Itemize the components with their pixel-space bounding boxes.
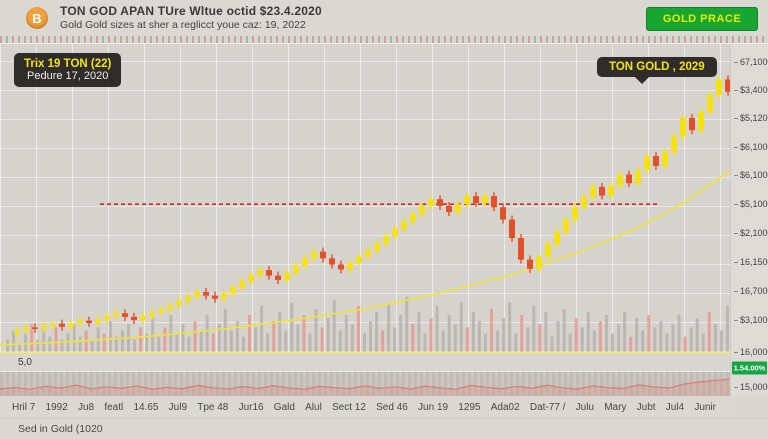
y-tick-label: 15,0000 bbox=[734, 382, 768, 392]
price-chart-area[interactable]: 5,0 Trix 19 TON (22) Pedure 17, 2020 TON… bbox=[0, 44, 730, 396]
x-tick-label: Jul4 bbox=[665, 401, 685, 413]
y-tick-label: $3,4000 bbox=[734, 85, 768, 95]
y-tick-label: $6,1000 bbox=[734, 170, 768, 180]
y-tick-label: 16,0000 bbox=[734, 347, 768, 357]
y-axis: 67,1000 $3,4000 $5,1200 $6,1000 $6,1000 $5,10… bbox=[730, 44, 768, 396]
plot-grid bbox=[0, 44, 730, 352]
header: B TON GOD APAN TUre Wltue octid $23.4.20… bbox=[0, 0, 768, 36]
top-tick-strip bbox=[0, 36, 768, 44]
cursor-tooltip: TON GOLD , 2029 bbox=[597, 57, 717, 84]
x-tick-label: Tpe 48 bbox=[197, 401, 229, 413]
info-box-title: Trix 19 TON (22) bbox=[24, 58, 112, 70]
x-tick-label: Jur16 bbox=[238, 401, 264, 413]
y-tick-label: $5,1000 bbox=[734, 199, 768, 209]
y-tick-label: $5,1200 bbox=[734, 113, 768, 123]
x-axis: Hril 7 1992 Ju8 featl 14.65 Jul9 Tpe 48 Jur16 Ga… bbox=[0, 396, 730, 418]
x-tick-label: Ada02 bbox=[490, 401, 520, 413]
x-tick-label: Jubt bbox=[636, 401, 656, 413]
y-tick-label: 67,1000 bbox=[734, 57, 768, 67]
x-tick-label: Sed 46 bbox=[376, 401, 408, 413]
x-tick-label: Alul bbox=[305, 401, 322, 413]
scale-strip: 5,0 bbox=[0, 354, 730, 372]
x-tick-label: Junir bbox=[694, 401, 716, 413]
x-tick-label: 14.65 bbox=[133, 401, 159, 413]
x-tick-label: Mary bbox=[604, 401, 627, 413]
x-tick-label: Gald bbox=[273, 401, 295, 413]
x-tick-label: Sect 12 bbox=[332, 401, 366, 413]
candlestick-chart[interactable] bbox=[0, 44, 730, 396]
indicator-subpanel bbox=[0, 372, 730, 396]
x-tick-label: Hril 7 bbox=[12, 401, 36, 413]
x-tick-label: 1992 bbox=[45, 401, 68, 413]
change-badge: 1.54.00% bbox=[732, 361, 767, 375]
gold-price-button[interactable]: GOLD PRACE bbox=[646, 7, 758, 31]
x-tick-label: 1295 bbox=[458, 401, 481, 413]
info-box-date: Pedure 17, 2020 bbox=[27, 70, 109, 82]
info-box: Trix 19 TON (22) Pedure 17, 2020 bbox=[14, 53, 122, 87]
x-tick-label: Jul9 bbox=[168, 401, 188, 413]
header-titles: TON GOD APAN TUre Wltue octid $23.4.2020… bbox=[60, 4, 322, 32]
footer: Sed in Gold (1020 bbox=[0, 418, 768, 439]
x-tick-label: Ju8 bbox=[78, 401, 95, 413]
left-scale-label: 5,0 bbox=[18, 357, 32, 368]
x-tick-label: Julu bbox=[575, 401, 594, 413]
y-tick-label: $3,1000 bbox=[734, 315, 768, 325]
footer-text: Sed in Gold (1020 bbox=[18, 423, 103, 435]
y-tick-label: 16,1500 bbox=[734, 257, 768, 267]
y-tick-label: 16,7000 bbox=[734, 286, 768, 296]
y-tick-label: $2,1000 bbox=[734, 228, 768, 238]
bitcoin-icon: B bbox=[26, 7, 48, 29]
y-tick-label: $6,1000 bbox=[734, 142, 768, 152]
page-title: TON GOD APAN TUre Wltue octid $23.4.2020 bbox=[60, 3, 322, 18]
page-subtitle: Gold Gold sizes at sher a reglicct youe … bbox=[60, 18, 306, 31]
cursor-tooltip-label: TON GOLD , 2029 bbox=[609, 61, 705, 73]
x-tick-label: Dat-77 / bbox=[529, 401, 566, 413]
x-tick-label: featl bbox=[104, 401, 124, 413]
x-tick-label: Jun 19 bbox=[418, 401, 449, 413]
